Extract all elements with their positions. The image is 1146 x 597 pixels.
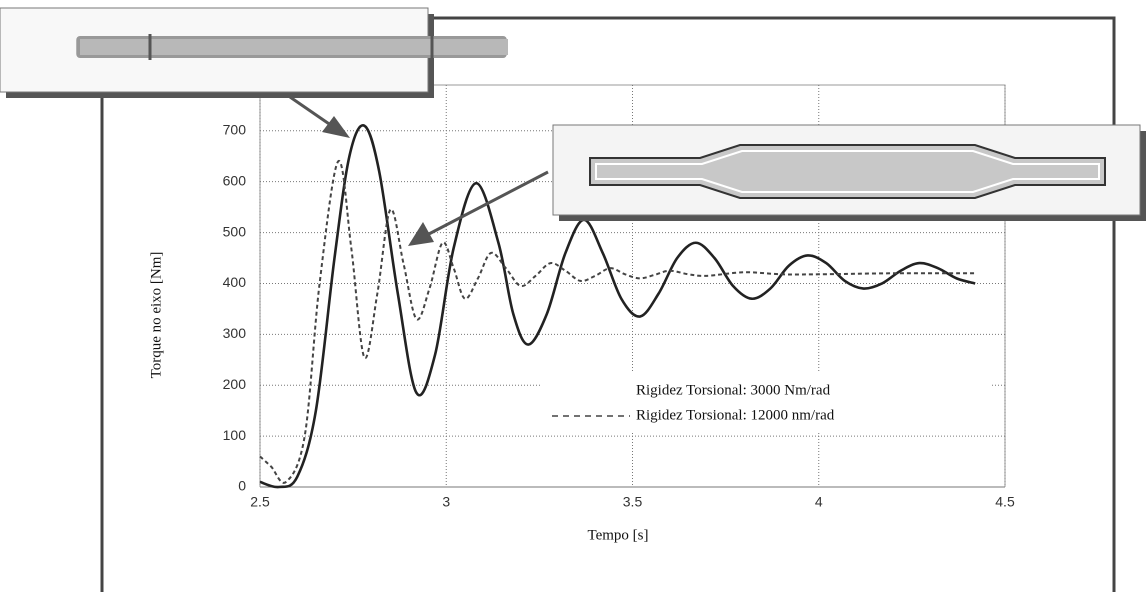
- y-tick-label: 500: [223, 223, 247, 239]
- y-tick-label: 600: [223, 172, 247, 188]
- legend-label: Rigidez Torsional: 12000 nm/rad: [636, 407, 835, 423]
- x-tick-label: 3: [442, 494, 450, 510]
- chart: 0 100 200 300 400 500 600 700 2.5 3 3.5 4 4.5 Rigide…: [0, 0, 1146, 592]
- y-tick-label: 300: [223, 325, 247, 341]
- x-tick-label: 4.5: [995, 494, 1015, 510]
- y-tick-label: 700: [223, 122, 247, 138]
- inset-top: [0, 8, 508, 98]
- x-tick-label: 2.5: [250, 494, 270, 510]
- y-tick-label: 100: [223, 427, 247, 443]
- x-tick-label: 4: [815, 494, 823, 510]
- arrows: [290, 97, 548, 246]
- x-axis-label: Tempo [s]: [587, 527, 648, 543]
- y-tick-label: 200: [223, 376, 247, 392]
- y-tick-label: 400: [223, 274, 247, 290]
- x-tick-label: 3.5: [623, 494, 643, 510]
- y-axis-label: Torque no eixo [Nm]: [148, 252, 164, 379]
- inset-right: [553, 125, 1146, 221]
- y-tick-label: 0: [238, 478, 246, 494]
- legend-label: Rigidez Torsional: 3000 Nm/rad: [636, 382, 831, 398]
